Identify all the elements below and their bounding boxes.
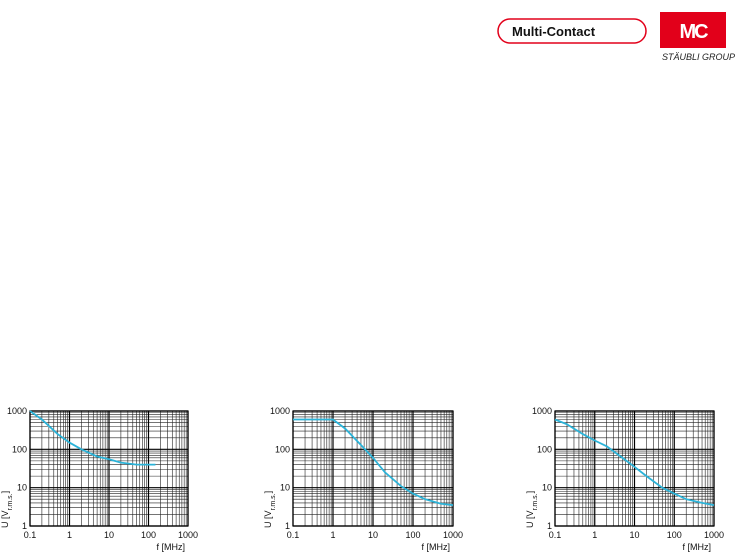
y-axis-label-part: U [V bbox=[263, 510, 273, 528]
data-line bbox=[293, 418, 454, 507]
y-axis-label-part: U [V bbox=[525, 510, 535, 528]
x-tick-label: 1 bbox=[592, 530, 597, 540]
logo-outline bbox=[497, 18, 647, 44]
y-axis-label: U [Vr.m.s.] bbox=[263, 491, 277, 528]
x-tick-label: 10 bbox=[104, 530, 114, 540]
x-tick-label: 100 bbox=[405, 530, 420, 540]
x-tick-label: 1 bbox=[330, 530, 335, 540]
x-tick-label: 1000 bbox=[443, 530, 463, 540]
plot-frame bbox=[292, 410, 454, 527]
y-tick-label: 100 bbox=[537, 444, 552, 454]
x-tick-label: 1000 bbox=[178, 530, 198, 540]
y-axis-label-part: ] bbox=[263, 491, 273, 494]
x-tick-label: 1 bbox=[67, 530, 72, 540]
y-tick-label: 1000 bbox=[532, 406, 552, 416]
y-tick-label: 1000 bbox=[7, 406, 27, 416]
y-axis-label-part: r.m.s. bbox=[270, 493, 277, 510]
y-tick-label: 1 bbox=[285, 521, 290, 531]
logo-box bbox=[660, 12, 726, 48]
plot-frame bbox=[554, 410, 715, 527]
y-axis-label: U [Vr.m.s.] bbox=[0, 491, 14, 528]
logo-text: MC bbox=[679, 21, 708, 43]
y-tick-label: 100 bbox=[275, 444, 290, 454]
y-axis-label: U [Vr.m.s.] bbox=[525, 491, 539, 528]
x-tick-label: 0.1 bbox=[287, 530, 300, 540]
data-line bbox=[29, 410, 156, 466]
x-axis-label: f [MHz] bbox=[683, 542, 712, 552]
x-tick-label: 10 bbox=[629, 530, 639, 540]
y-tick-label: 1000 bbox=[270, 406, 290, 416]
x-axis-label: f [MHz] bbox=[422, 542, 451, 552]
x-tick-label: 0.1 bbox=[549, 530, 562, 540]
y-axis-label-part: r.m.s. bbox=[7, 493, 14, 510]
y-axis-label-part: ] bbox=[0, 491, 10, 494]
y-tick-label: 1 bbox=[22, 521, 27, 531]
y-tick-label: 10 bbox=[542, 483, 552, 493]
y-tick-label: 10 bbox=[17, 483, 27, 493]
brand-name: Multi-Contact bbox=[512, 24, 596, 39]
x-tick-label: 0.1 bbox=[24, 530, 37, 540]
y-axis-label-part: ] bbox=[525, 491, 535, 494]
x-tick-label: 100 bbox=[141, 530, 156, 540]
x-axis-label: f [MHz] bbox=[157, 542, 186, 552]
x-tick-label: 10 bbox=[368, 530, 378, 540]
group-name: STÄUBLI GROUP bbox=[662, 52, 735, 62]
x-tick-label: 100 bbox=[667, 530, 682, 540]
y-tick-label: 10 bbox=[280, 483, 290, 493]
x-tick-label: 1000 bbox=[704, 530, 724, 540]
data-line bbox=[554, 418, 715, 507]
y-axis-label-part: U [V bbox=[0, 510, 10, 528]
y-tick-label: 1 bbox=[547, 521, 552, 531]
y-tick-label: 100 bbox=[12, 444, 27, 454]
plot-frame bbox=[29, 410, 189, 527]
y-axis-label-part: r.m.s. bbox=[532, 493, 539, 510]
